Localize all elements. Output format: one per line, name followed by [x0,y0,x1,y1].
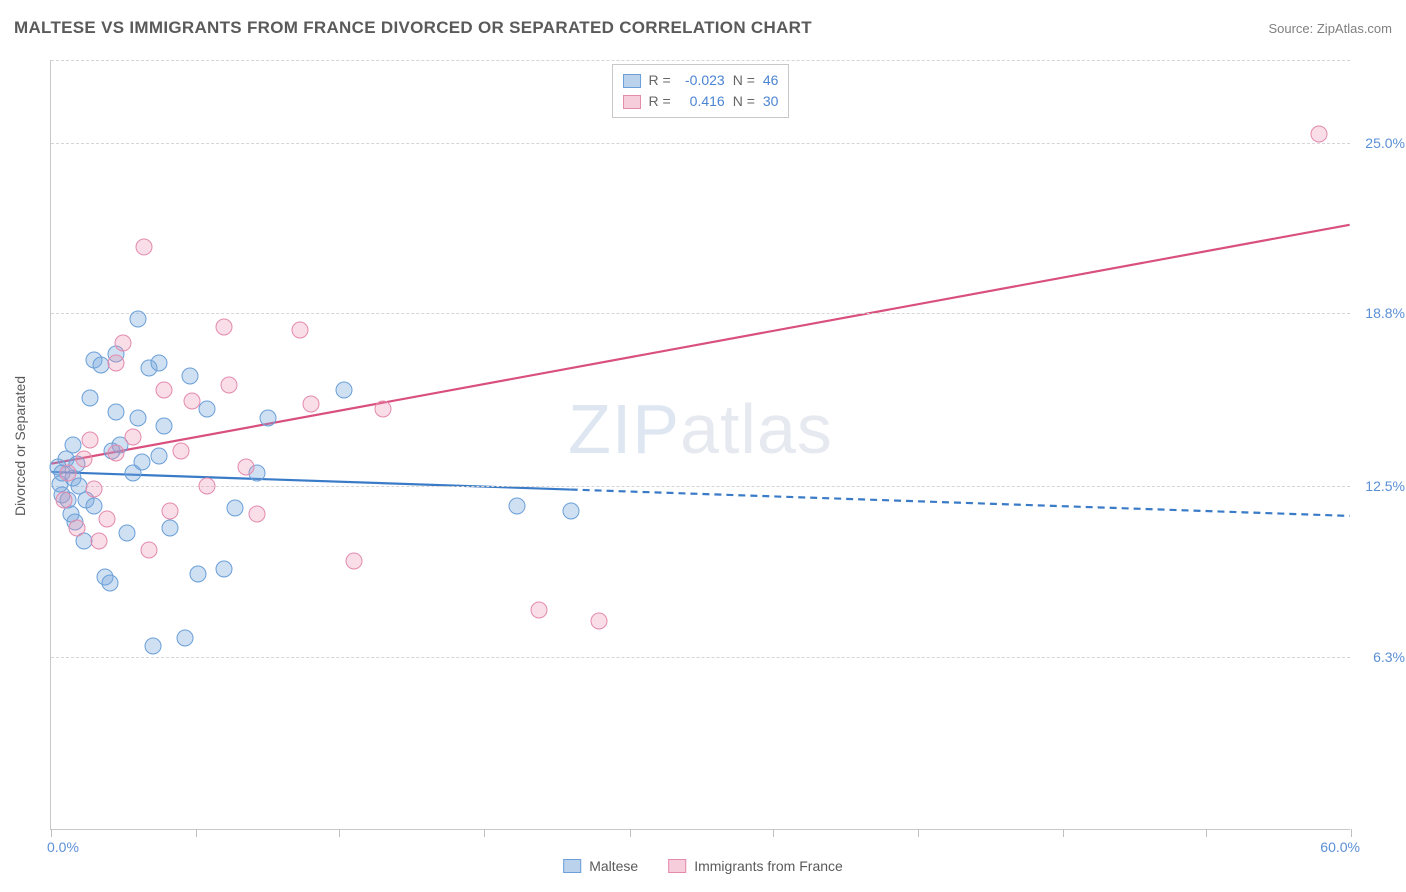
data-point [227,500,244,517]
x-tick [196,829,197,837]
data-point [92,357,109,374]
x-tick [773,829,774,837]
data-point [216,318,233,335]
bottom-legend: Maltese Immigrants from France [563,858,843,874]
x-min-label: 0.0% [47,839,79,855]
data-point [86,481,103,498]
data-point [129,310,146,327]
data-point [114,335,131,352]
x-tick [484,829,485,837]
data-point [69,519,86,536]
data-point [82,390,99,407]
y-axis-label: Divorced or Separated [12,376,28,516]
trend-lines [51,60,1350,829]
gridline [51,313,1350,314]
data-point [162,503,179,520]
data-point [101,574,118,591]
gridline [51,143,1350,144]
legend-item-pink: Immigrants from France [668,858,843,874]
data-point [374,401,391,418]
data-point [177,629,194,646]
data-point [136,239,153,256]
data-point [56,492,73,509]
data-point [190,566,207,583]
data-point [118,525,135,542]
data-point [151,448,168,465]
data-point [144,637,161,654]
gridline [51,60,1350,61]
data-point [162,519,179,536]
data-point [199,478,216,495]
data-point [181,368,198,385]
data-point [60,464,77,481]
data-point [530,602,547,619]
data-point [108,445,125,462]
data-point [199,401,216,418]
x-tick [51,829,52,837]
data-point [238,459,255,476]
data-point [108,354,125,371]
data-point [563,503,580,520]
x-tick [630,829,631,837]
data-point [129,409,146,426]
x-tick [1206,829,1207,837]
data-point [216,560,233,577]
data-point [248,505,265,522]
legend-item-blue: Maltese [563,858,638,874]
y-tick-label: 6.3% [1373,649,1405,665]
data-point [292,321,309,338]
chart-source: Source: ZipAtlas.com [1268,21,1392,36]
chart-header: MALTESE VS IMMIGRANTS FROM FRANCE DIVORC… [14,18,1392,38]
data-point [155,417,172,434]
data-point [591,613,608,630]
x-tick [1063,829,1064,837]
data-point [82,431,99,448]
chart-title: MALTESE VS IMMIGRANTS FROM FRANCE DIVORC… [14,18,812,38]
data-point [173,442,190,459]
x-tick [339,829,340,837]
x-tick [1351,829,1352,837]
data-point [86,497,103,514]
data-point [125,428,142,445]
swatch-pink-icon [623,95,641,109]
y-tick-label: 12.5% [1365,478,1405,494]
data-point [335,382,352,399]
data-point [155,382,172,399]
data-point [1310,126,1327,143]
data-point [183,393,200,410]
data-point [108,404,125,421]
plot-area: ZIPatlas R = -0.023 N = 46 R = 0.416 N =… [50,60,1350,830]
gridline [51,657,1350,658]
data-point [151,354,168,371]
data-point [303,395,320,412]
stat-row-pink: R = 0.416 N = 30 [623,91,779,112]
swatch-blue-icon [623,74,641,88]
data-point [346,552,363,569]
data-point [75,450,92,467]
data-point [220,376,237,393]
stat-row-blue: R = -0.023 N = 46 [623,70,779,91]
data-point [508,497,525,514]
y-tick-label: 25.0% [1365,135,1405,151]
data-point [134,453,151,470]
data-point [90,533,107,550]
swatch-pink-icon [668,859,686,873]
gridline [51,486,1350,487]
x-max-label: 60.0% [1320,839,1360,855]
data-point [99,511,116,528]
data-point [259,409,276,426]
swatch-blue-icon [563,859,581,873]
stat-legend: R = -0.023 N = 46 R = 0.416 N = 30 [612,64,790,118]
y-tick-label: 18.8% [1365,305,1405,321]
data-point [140,541,157,558]
x-tick [918,829,919,837]
